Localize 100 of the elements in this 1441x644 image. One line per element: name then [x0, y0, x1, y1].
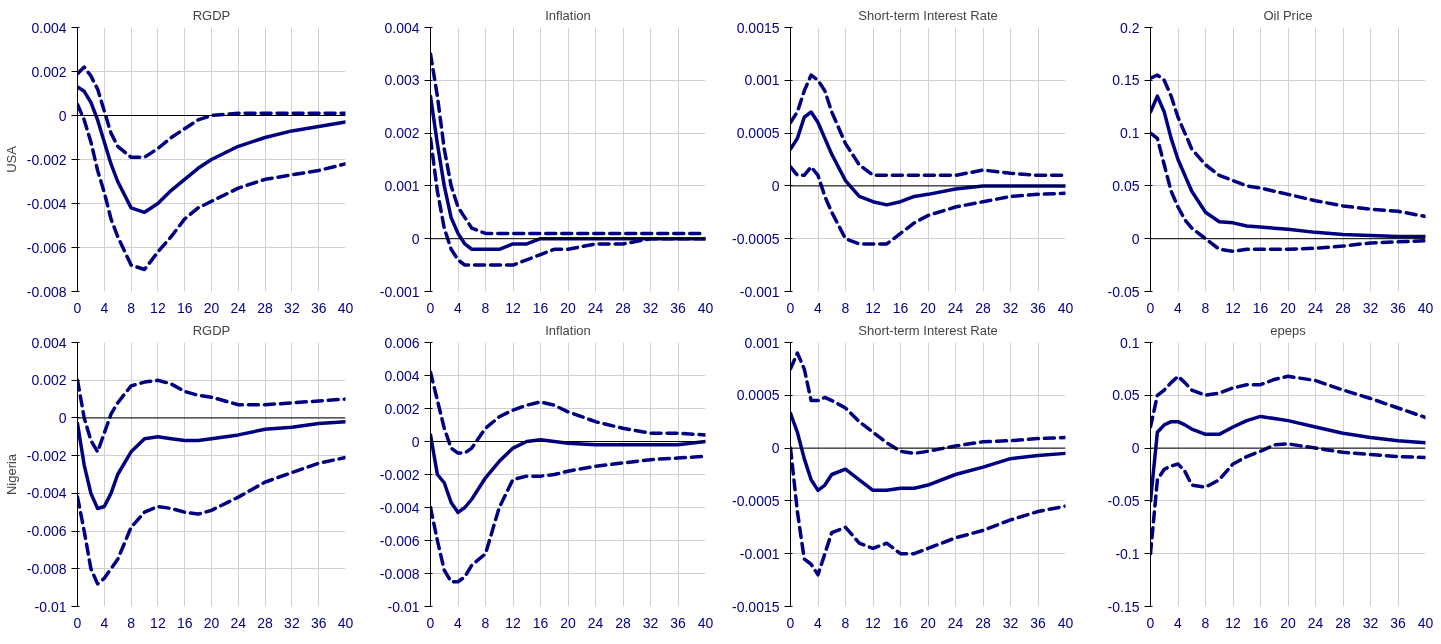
x-tick-label: 20	[203, 299, 220, 316]
x-tick-label: 16	[532, 614, 549, 631]
x-tick-label: 40	[1417, 299, 1434, 316]
x-tick-label: 24	[587, 299, 604, 316]
x-tick-label: 12	[150, 299, 166, 316]
x-tick-label: 32	[284, 299, 300, 316]
y-tick-label: 0.004	[31, 19, 67, 36]
y-tick-label: 0.0005	[736, 387, 780, 404]
y-tick-label: 0.05	[1112, 387, 1140, 404]
x-tick-label: 20	[203, 614, 220, 631]
y-tick-label: 0	[1131, 440, 1140, 457]
y-tick-label: -0.01	[34, 598, 67, 615]
y-tick-label: 0.001	[384, 177, 420, 194]
x-tick-label: 12	[505, 614, 521, 631]
y-tick-label: -0.006	[379, 532, 420, 549]
y-tick-label: 0	[771, 177, 780, 194]
x-tick-label: 28	[975, 614, 991, 631]
x-tick-label: 0	[1146, 614, 1155, 631]
y-axis-title: USA	[3, 145, 19, 173]
y-tick-label: -0.0005	[732, 492, 780, 509]
y-tick-label: 0	[771, 440, 780, 457]
y-tick-label: -0.15	[1107, 598, 1140, 615]
y-tick-label: -0.0015	[732, 598, 780, 615]
x-tick-label: 36	[1030, 614, 1046, 631]
x-tick-label: 32	[284, 614, 300, 631]
x-tick-label: 12	[865, 614, 881, 631]
x-tick-label: 4	[100, 299, 109, 316]
x-tick-label: 20	[1280, 614, 1296, 631]
x-tick-label: 4	[1174, 299, 1183, 316]
x-tick-label: 36	[310, 614, 327, 631]
x-tick-label: 4	[814, 614, 823, 631]
x-tick-label: 4	[454, 614, 463, 631]
y-tick-label: 0.004	[384, 367, 420, 384]
y-tick-label: 0.0015	[736, 19, 780, 36]
y-tick-label: 0.05	[1112, 177, 1140, 194]
chart-title: RGDP	[192, 7, 231, 23]
x-tick-label: 24	[230, 299, 247, 316]
x-tick-label: 28	[1335, 614, 1351, 631]
x-tick-label: 16	[176, 299, 193, 316]
x-tick-label: 20	[560, 299, 576, 316]
y-tick-label: -0.002	[26, 447, 67, 464]
x-tick-label: 36	[310, 299, 327, 316]
x-tick-label: 8	[1201, 299, 1210, 316]
x-tick-label: 0	[73, 614, 82, 631]
x-tick-label: 12	[505, 299, 521, 316]
chart-title: Inflation	[545, 7, 591, 23]
x-tick-label: 28	[257, 614, 274, 631]
x-tick-label: 12	[1225, 299, 1241, 316]
y-tick-label: -0.0005	[732, 230, 780, 247]
y-tick-label: -0.01	[387, 598, 420, 615]
x-tick-label: 36	[670, 614, 686, 631]
x-tick-label: 40	[337, 614, 354, 631]
x-tick-label: 0	[426, 299, 435, 316]
y-tick-label: -0.006	[26, 239, 67, 256]
chart-title: Short-term Interest Rate	[858, 7, 998, 23]
y-tick-label: -0.004	[26, 195, 67, 212]
x-tick-label: 16	[176, 614, 193, 631]
chart-title: epeps	[1270, 322, 1307, 338]
y-tick-label: 0	[58, 107, 67, 124]
x-tick-label: 16	[1252, 614, 1269, 631]
x-tick-label: 32	[1362, 614, 1379, 631]
x-tick-label: 28	[615, 614, 631, 631]
x-tick-label: 16	[1252, 299, 1269, 316]
y-tick-label: 0.004	[384, 19, 420, 36]
y-axis-title: Nigeria	[3, 453, 19, 496]
y-tick-label: -0.001	[739, 545, 780, 562]
y-tick-label: -0.001	[379, 283, 420, 300]
x-tick-label: 32	[1362, 299, 1379, 316]
chart-title: Oil Price	[1263, 7, 1313, 23]
y-tick-label: 0.1	[1120, 125, 1140, 142]
x-tick-label: 8	[841, 614, 850, 631]
y-tick-label: -0.002	[26, 151, 67, 168]
y-tick-label: 0.006	[384, 334, 420, 351]
y-tick-label: -0.001	[739, 283, 780, 300]
y-tick-label: 0.0005	[736, 125, 780, 142]
y-tick-label: 0.002	[384, 125, 420, 142]
x-tick-label: 40	[697, 299, 714, 316]
y-tick-label: 0.002	[384, 400, 420, 417]
y-tick-label: 0.001	[744, 72, 780, 89]
x-tick-label: 8	[481, 614, 490, 631]
chart-title: RGDP	[192, 322, 231, 338]
y-tick-label: -0.008	[379, 565, 420, 582]
x-tick-label: 36	[670, 299, 686, 316]
x-tick-label: 8	[1201, 614, 1210, 631]
x-tick-label: 16	[892, 614, 909, 631]
x-tick-label: 4	[814, 299, 823, 316]
x-tick-label: 40	[1417, 614, 1434, 631]
x-tick-label: 40	[1057, 299, 1074, 316]
y-tick-label: -0.006	[26, 523, 67, 540]
x-tick-label: 8	[127, 299, 136, 316]
x-tick-label: 4	[100, 614, 109, 631]
y-tick-label: 0.001	[744, 334, 780, 351]
y-tick-label: -0.05	[1107, 492, 1140, 509]
x-tick-label: 20	[920, 614, 936, 631]
y-tick-label: -0.008	[26, 283, 67, 300]
x-tick-label: 20	[1280, 299, 1296, 316]
x-tick-label: 32	[642, 299, 659, 316]
y-tick-label: -0.1	[1115, 545, 1140, 562]
x-tick-label: 28	[975, 299, 991, 316]
x-tick-label: 40	[337, 299, 354, 316]
